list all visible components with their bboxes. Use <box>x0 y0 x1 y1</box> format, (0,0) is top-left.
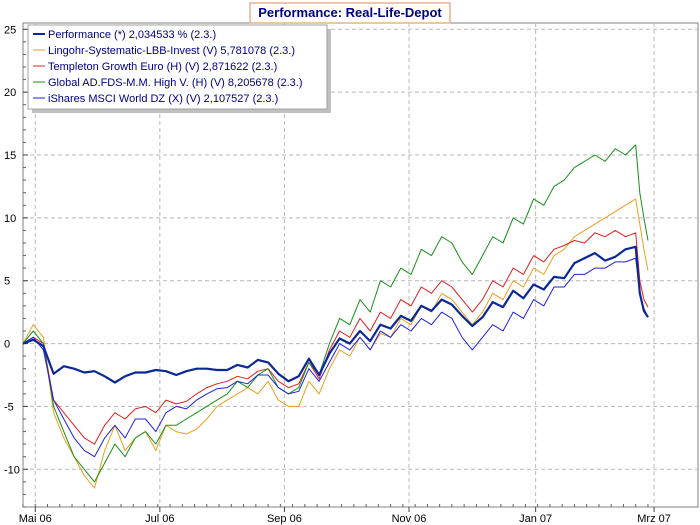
x-tick-label: Jul 06 <box>145 513 174 525</box>
title-frame <box>249 2 451 24</box>
x-tick-label: Mrz 07 <box>637 513 671 525</box>
legend-box <box>27 24 328 110</box>
y-tick-label: -5 <box>4 401 14 413</box>
y-tick-label: 20 <box>4 87 16 99</box>
series-lines <box>22 144 649 489</box>
series-line-0 <box>22 245 649 384</box>
legend: Performance (*) 2,034533 % (2.3.) Lingohr… <box>27 24 331 113</box>
legend-label-2: Templeton Growth Euro (H) (V) 2,871622 (… <box>48 61 277 73</box>
legend-label-1: Lingohr-Systematic-LBB-Invest (V) 5,7810… <box>48 45 295 57</box>
y-tick-label: 15 <box>4 150 16 162</box>
y-tick-label: -10 <box>4 464 20 476</box>
y-tick-label: 5 <box>4 276 10 288</box>
y-tick-label: 25 <box>4 24 16 36</box>
x-tick-label: Jan 07 <box>519 513 552 525</box>
y-tick-label: 10 <box>4 213 16 225</box>
series-line-4 <box>22 257 649 458</box>
y-tick-label: 0 <box>4 339 10 351</box>
series-line-3 <box>22 144 649 483</box>
series-line-2 <box>22 229 649 445</box>
legend-label-0: Performance (*) 2,034533 % (2.3.) <box>48 29 216 41</box>
series-line-1 <box>22 198 649 489</box>
axes: -10 -5 0 5 10 15 20 25 Mai 06 Jul 06 Sep 06 Nov 06 J… <box>4 24 671 525</box>
legend-label-3: Global AD.FDS-M.M. High V. (H) (V) 8,205… <box>48 77 303 89</box>
legend-label-4: iShares MSCI World DZ (X) (V) 2,107527 (… <box>48 93 278 105</box>
x-tick-label: Nov 06 <box>392 513 427 525</box>
chart-title: Performance: Real-Life-Depot <box>258 5 442 20</box>
x-tick-label: Sep 06 <box>267 513 302 525</box>
chart-title-box: Performance: Real-Life-Depot <box>249 2 451 24</box>
x-tick-label: Mai 06 <box>19 513 52 525</box>
